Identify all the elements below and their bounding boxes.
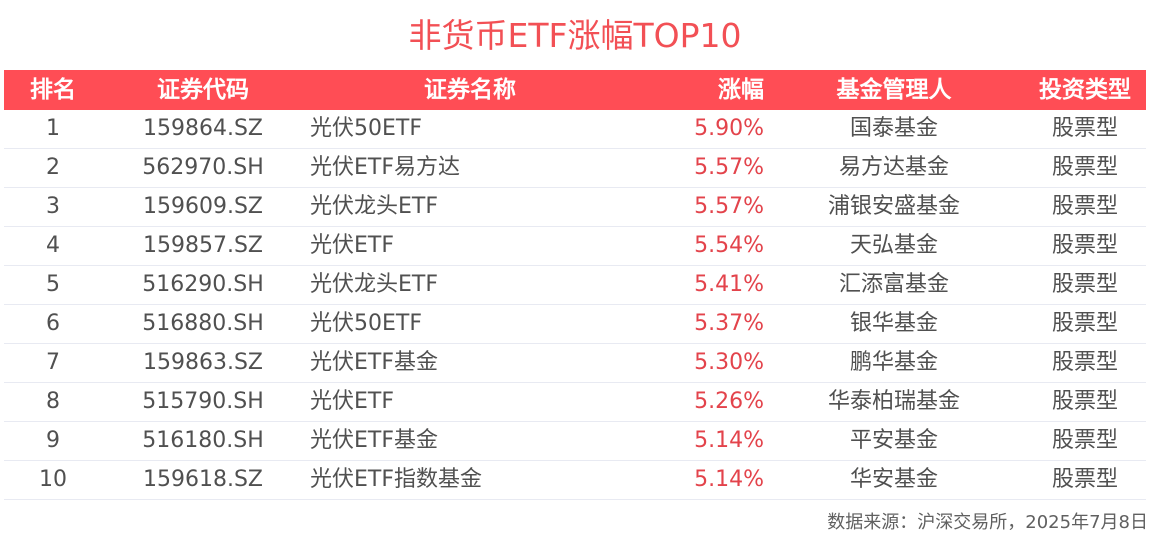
cell-name: 光伏ETF: [304, 226, 636, 266]
header-manager: 基金管理人: [836, 77, 952, 103]
cell-manager: 汇添富基金: [764, 265, 1024, 305]
cell-rank: 8: [4, 382, 102, 422]
cell-manager: 银华基金: [764, 304, 1024, 344]
cell-manager: 华泰柏瑞基金: [764, 382, 1024, 422]
cell-manager: 天弘基金: [764, 226, 1024, 266]
cell-manager: 易方达基金: [764, 148, 1024, 188]
cell-type: 股票型: [1024, 460, 1146, 500]
cell-change: 5.41%: [636, 265, 764, 305]
cell-type: 股票型: [1024, 304, 1146, 344]
table-row: 9 516180.SH 光伏ETF基金 5.14% 平安基金 股票型: [4, 421, 1146, 461]
chart-title: 非货币ETF涨幅TOP10: [408, 16, 742, 55]
cell-type: 股票型: [1024, 187, 1146, 227]
table-row: 5 516290.SH 光伏龙头ETF 5.41% 汇添富基金 股票型: [4, 265, 1146, 305]
cell-change: 5.30%: [636, 343, 764, 383]
cell-rank: 3: [4, 187, 102, 227]
cell-name: 光伏ETF易方达: [304, 148, 636, 188]
cell-change: 5.14%: [636, 421, 764, 461]
cell-code: 159618.SZ: [102, 460, 304, 500]
cell-code: 159857.SZ: [102, 226, 304, 266]
cell-change: 5.57%: [636, 148, 764, 188]
header-rank: 排名: [30, 77, 76, 103]
data-source-note: 数据来源：沪深交易所，2025年7月8日: [827, 512, 1148, 533]
cell-manager: 鹏华基金: [764, 343, 1024, 383]
cell-name: 光伏ETF基金: [304, 421, 636, 461]
cell-name: 光伏ETF: [304, 382, 636, 422]
cell-rank: 7: [4, 343, 102, 383]
table-row: 7 159863.SZ 光伏ETF基金 5.30% 鹏华基金 股票型: [4, 343, 1146, 383]
cell-rank: 1: [4, 110, 102, 149]
cell-rank: 2: [4, 148, 102, 188]
table-header-row: 排名 证券代码 证券名称 涨幅 基金管理人 投资类型: [4, 70, 1146, 110]
cell-change: 5.90%: [636, 110, 764, 149]
cell-code: 159609.SZ: [102, 187, 304, 227]
table-row: 6 516880.SH 光伏50ETF 5.37% 银华基金 股票型: [4, 304, 1146, 344]
cell-code: 159864.SZ: [102, 110, 304, 149]
cell-change: 5.57%: [636, 187, 764, 227]
cell-change: 5.37%: [636, 304, 764, 344]
cell-type: 股票型: [1024, 382, 1146, 422]
header-type: 投资类型: [1039, 77, 1131, 103]
cell-code: 516290.SH: [102, 265, 304, 305]
cell-rank: 9: [4, 421, 102, 461]
etf-ranking-table: 排名 证券代码 证券名称 涨幅 基金管理人 投资类型 1 159864.SZ 光伏5…: [4, 70, 1146, 500]
cell-manager: 华安基金: [764, 460, 1024, 500]
cell-change: 5.26%: [636, 382, 764, 422]
cell-manager: 平安基金: [764, 421, 1024, 461]
cell-name: 光伏ETF指数基金: [304, 460, 636, 500]
cell-manager: 国泰基金: [764, 110, 1024, 149]
cell-type: 股票型: [1024, 421, 1146, 461]
header-code: 证券代码: [157, 77, 249, 103]
cell-change: 5.14%: [636, 460, 764, 500]
cell-code: 516880.SH: [102, 304, 304, 344]
cell-type: 股票型: [1024, 343, 1146, 383]
cell-type: 股票型: [1024, 265, 1146, 305]
table-row: 1 159864.SZ 光伏50ETF 5.90% 国泰基金 股票型: [4, 110, 1146, 149]
cell-type: 股票型: [1024, 110, 1146, 149]
cell-code: 515790.SH: [102, 382, 304, 422]
cell-code: 159863.SZ: [102, 343, 304, 383]
header-change: 涨幅: [718, 77, 764, 103]
cell-manager: 浦银安盛基金: [764, 187, 1024, 227]
table-row: 2 562970.SH 光伏ETF易方达 5.57% 易方达基金 股票型: [4, 148, 1146, 188]
table-row: 10 159618.SZ 光伏ETF指数基金 5.14% 华安基金 股票型: [4, 460, 1146, 500]
cell-rank: 4: [4, 226, 102, 266]
cell-change: 5.54%: [636, 226, 764, 266]
cell-name: 光伏50ETF: [304, 110, 636, 149]
cell-name: 光伏龙头ETF: [304, 265, 636, 305]
cell-name: 光伏ETF基金: [304, 343, 636, 383]
cell-name: 光伏龙头ETF: [304, 187, 636, 227]
cell-name: 光伏50ETF: [304, 304, 636, 344]
header-name: 证券名称: [424, 77, 516, 103]
cell-code: 562970.SH: [102, 148, 304, 188]
cell-code: 516180.SH: [102, 421, 304, 461]
cell-type: 股票型: [1024, 226, 1146, 266]
cell-rank: 10: [4, 460, 102, 500]
cell-rank: 6: [4, 304, 102, 344]
cell-type: 股票型: [1024, 148, 1146, 188]
table-row: 3 159609.SZ 光伏龙头ETF 5.57% 浦银安盛基金 股票型: [4, 187, 1146, 227]
table-row: 4 159857.SZ 光伏ETF 5.54% 天弘基金 股票型: [4, 226, 1146, 266]
cell-rank: 5: [4, 265, 102, 305]
table-row: 8 515790.SH 光伏ETF 5.26% 华泰柏瑞基金 股票型: [4, 382, 1146, 422]
